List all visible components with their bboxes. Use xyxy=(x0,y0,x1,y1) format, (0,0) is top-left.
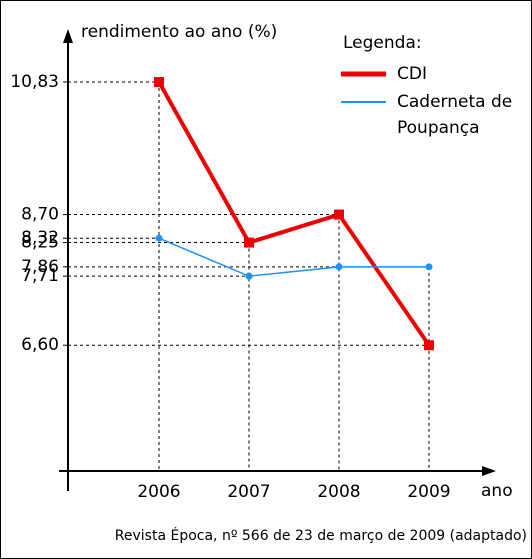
source: Revista Época, nº 566 de 23 de março de … xyxy=(115,527,527,544)
y-tick-label: 8,70 xyxy=(21,205,59,225)
y-arrow xyxy=(63,29,73,43)
marker xyxy=(425,263,433,271)
marker xyxy=(155,234,163,242)
x-axis-label: ano xyxy=(481,481,513,501)
x-arrow xyxy=(482,466,496,476)
x-tick-label: 2006 xyxy=(137,482,180,502)
marker xyxy=(424,340,434,351)
chart-title: rendimento ao ano (%) xyxy=(81,22,277,42)
y-tick-label: 8,32 xyxy=(21,228,59,248)
marker xyxy=(245,272,253,280)
marker xyxy=(154,77,164,88)
y-tick-label: 7,86 xyxy=(21,257,59,277)
y-tick-label: 7,71 xyxy=(21,266,59,286)
legend-title: Legenda: xyxy=(343,33,422,53)
y-tick-label: 8,25 xyxy=(21,233,59,253)
x-tick-label: 2007 xyxy=(227,482,270,502)
line xyxy=(158,237,429,277)
marker xyxy=(244,237,254,248)
y-tick-label: 6,60 xyxy=(21,335,59,355)
x-tick-label: 2008 xyxy=(317,482,360,502)
y-tick-label: 10,83 xyxy=(10,72,59,92)
legend-label: CDI xyxy=(397,64,427,84)
marker xyxy=(335,263,343,271)
x-tick-label: 2009 xyxy=(407,482,450,502)
marker xyxy=(334,209,344,220)
line xyxy=(157,81,431,347)
legend-label: Caderneta de Poupança xyxy=(397,92,513,138)
